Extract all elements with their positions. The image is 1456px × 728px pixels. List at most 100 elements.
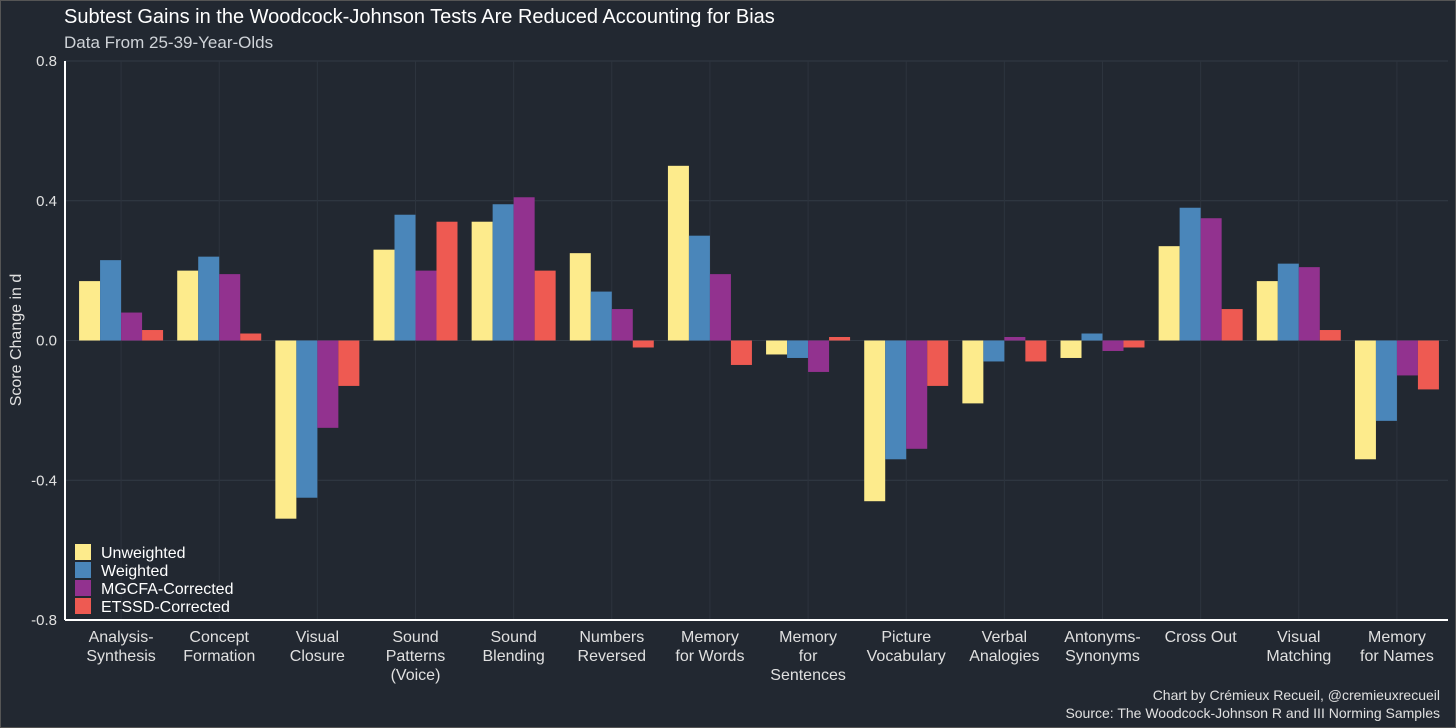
- bar-weighted: [296, 340, 318, 498]
- legend-label: ETSSD-Corrected: [101, 599, 230, 616]
- x-tick-label: Patterns: [386, 648, 446, 665]
- axes: [64, 61, 1448, 621]
- bar-unweighted: [1158, 246, 1180, 341]
- x-tick-label: for Names: [1360, 648, 1434, 665]
- bar-unweighted: [667, 165, 689, 341]
- bar-etssd-corrected: [632, 340, 654, 348]
- bar-etssd-corrected: [142, 330, 164, 341]
- bar-etssd-corrected: [338, 340, 360, 386]
- bar-etssd-corrected: [1221, 309, 1243, 341]
- legend-swatch: [75, 598, 91, 614]
- bar-etssd-corrected: [730, 340, 752, 365]
- bar-weighted: [492, 204, 514, 341]
- bar-mgcfa-corrected: [906, 340, 928, 449]
- x-tick-label: Reversed: [578, 648, 646, 665]
- x-tick-label: (Voice): [391, 667, 441, 684]
- x-tick-label: Vocabulary: [867, 648, 946, 665]
- bar-mgcfa-corrected: [317, 340, 339, 428]
- x-tick-label: Blending: [483, 648, 545, 665]
- x-tick-label: Visual: [296, 629, 339, 646]
- bar-weighted: [590, 291, 612, 341]
- bar-unweighted: [1060, 340, 1082, 358]
- y-tick-label: -0.8: [31, 612, 57, 629]
- x-tick-label: Numbers: [579, 629, 644, 646]
- bar-mgcfa-corrected: [1298, 267, 1320, 341]
- x-tick-label: Concept: [189, 629, 249, 646]
- bar-unweighted: [471, 221, 493, 341]
- legend-swatch: [75, 544, 91, 560]
- x-tick-label: Visual: [1277, 629, 1320, 646]
- legend-label: Unweighted: [101, 545, 186, 562]
- bar-unweighted: [864, 340, 886, 502]
- y-tick-label: -0.4: [31, 472, 57, 489]
- x-tick-label: Antonyms-: [1064, 629, 1140, 646]
- x-tick-label: Memory: [779, 629, 837, 646]
- x-tick-label: for Words: [675, 648, 744, 665]
- bar-etssd-corrected: [1319, 330, 1341, 341]
- legend-label: MGCFA-Corrected: [101, 581, 233, 598]
- bar-mgcfa-corrected: [1200, 218, 1222, 341]
- bar-unweighted: [177, 270, 199, 341]
- bar-mgcfa-corrected: [219, 274, 241, 341]
- x-tick-label: Memory: [1368, 629, 1426, 646]
- bar-weighted: [983, 340, 1005, 362]
- legend-swatch: [75, 580, 91, 596]
- bar-mgcfa-corrected: [709, 274, 731, 341]
- bar-weighted: [1081, 333, 1103, 341]
- chart-subtitle: Data From 25-39-Year-Olds: [64, 33, 273, 52]
- y-tick-labels: -0.8 -0.4 0.0 0.4 0.8: [31, 53, 57, 629]
- bar-unweighted: [1354, 340, 1376, 460]
- bar-weighted: [198, 256, 220, 341]
- bar-mgcfa-corrected: [415, 270, 437, 341]
- x-tick-label: Cross Out: [1165, 629, 1238, 646]
- x-tick-labels: Analysis- Synthesis Concept Formation Visual…: [86, 629, 1433, 684]
- legend-swatch: [75, 562, 91, 578]
- x-tick-label: Memory: [681, 629, 739, 646]
- bar-unweighted: [962, 340, 984, 404]
- legend-label: Weighted: [101, 563, 168, 580]
- bar-unweighted: [275, 340, 297, 519]
- x-tick-label: Analysis-: [89, 629, 154, 646]
- bar-etssd-corrected: [1417, 340, 1439, 390]
- x-tick-label: Closure: [290, 648, 345, 665]
- bars: [79, 165, 1439, 519]
- bar-etssd-corrected: [829, 337, 851, 341]
- bar-etssd-corrected: [240, 333, 262, 341]
- bar-weighted: [100, 260, 122, 341]
- bar-unweighted: [79, 281, 101, 341]
- x-tick-label: Sound: [491, 629, 537, 646]
- bar-mgcfa-corrected: [1102, 340, 1124, 351]
- y-axis-label: Score Change in d: [8, 274, 25, 407]
- bar-unweighted: [373, 249, 395, 341]
- bar-mgcfa-corrected: [513, 197, 535, 341]
- bar-unweighted: [569, 253, 591, 341]
- y-tick-label: 0.4: [36, 193, 57, 210]
- x-tick-label: Sentences: [770, 667, 846, 684]
- x-tick-label: Matching: [1266, 648, 1331, 665]
- x-tick-label: Verbal: [982, 629, 1027, 646]
- x-tick-label: Formation: [183, 648, 255, 665]
- x-tick-label: Sound: [392, 629, 438, 646]
- bar-weighted: [885, 340, 907, 460]
- bar-etssd-corrected: [1123, 340, 1145, 348]
- bar-weighted: [394, 214, 416, 341]
- bar-etssd-corrected: [436, 221, 458, 341]
- bar-mgcfa-corrected: [1396, 340, 1418, 376]
- bar-weighted: [1179, 207, 1201, 341]
- bar-mgcfa-corrected: [611, 309, 633, 341]
- x-tick-label: for: [799, 648, 818, 665]
- y-tick-label: 0.8: [36, 53, 57, 70]
- bar-weighted: [787, 340, 809, 358]
- x-tick-label: Synonyms: [1065, 648, 1140, 665]
- bar-weighted: [688, 235, 710, 341]
- x-tick-label: Synthesis: [86, 648, 155, 665]
- bar-etssd-corrected: [534, 270, 556, 341]
- bar-mgcfa-corrected: [121, 312, 143, 341]
- bar-etssd-corrected: [1025, 340, 1047, 362]
- credit-author: Chart by Crémieux Recueil, @cremieuxrecu…: [1153, 687, 1440, 703]
- x-tick-label: Picture: [881, 629, 931, 646]
- chart-title: Subtest Gains in the Woodcock-Johnson Te…: [64, 6, 775, 28]
- bar-mgcfa-corrected: [1004, 337, 1026, 341]
